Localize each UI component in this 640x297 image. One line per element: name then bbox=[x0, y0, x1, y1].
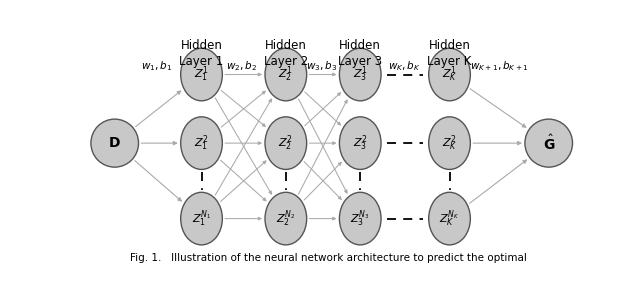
Text: $\mathbf{D}$: $\mathbf{D}$ bbox=[108, 136, 121, 150]
Text: $\hat{\mathbf{G}}$: $\hat{\mathbf{G}}$ bbox=[543, 134, 555, 153]
Ellipse shape bbox=[339, 192, 381, 245]
Text: $w_3, b_3$: $w_3, b_3$ bbox=[307, 60, 338, 73]
Text: $Z_3^2$: $Z_3^2$ bbox=[353, 133, 367, 153]
Text: $Z_1^2$: $Z_1^2$ bbox=[194, 133, 209, 153]
Ellipse shape bbox=[429, 192, 470, 245]
Text: $w_K, b_K$: $w_K, b_K$ bbox=[388, 60, 420, 73]
Ellipse shape bbox=[429, 48, 470, 101]
Ellipse shape bbox=[265, 192, 307, 245]
Text: $Z_K^{N_K}$: $Z_K^{N_K}$ bbox=[439, 208, 460, 229]
Text: Hidden
Layer 2: Hidden Layer 2 bbox=[264, 39, 308, 68]
Text: $Z_1^{N_1}$: $Z_1^{N_1}$ bbox=[192, 208, 211, 229]
Ellipse shape bbox=[525, 119, 573, 167]
Ellipse shape bbox=[91, 119, 138, 167]
Ellipse shape bbox=[339, 117, 381, 169]
Ellipse shape bbox=[339, 48, 381, 101]
Ellipse shape bbox=[265, 117, 307, 169]
Text: Hidden
Layer 3: Hidden Layer 3 bbox=[338, 39, 382, 68]
Text: $Z_K^2$: $Z_K^2$ bbox=[442, 133, 457, 153]
Ellipse shape bbox=[265, 48, 307, 101]
Text: $Z_2^1$: $Z_2^1$ bbox=[278, 65, 293, 84]
Text: $w_2, b_2$: $w_2, b_2$ bbox=[226, 60, 257, 73]
Ellipse shape bbox=[429, 117, 470, 169]
Text: Hidden
Layer K: Hidden Layer K bbox=[428, 39, 472, 68]
Text: $Z_2^{N_2}$: $Z_2^{N_2}$ bbox=[276, 208, 296, 229]
Ellipse shape bbox=[180, 192, 222, 245]
Text: $Z_3^1$: $Z_3^1$ bbox=[353, 65, 367, 84]
Text: Hidden
Layer 1: Hidden Layer 1 bbox=[179, 39, 223, 68]
Text: $Z_1^1$: $Z_1^1$ bbox=[194, 65, 209, 84]
Text: $w_{K+1}, b_{K+1}$: $w_{K+1}, b_{K+1}$ bbox=[470, 60, 529, 73]
Text: $w_1, b_1$: $w_1, b_1$ bbox=[141, 60, 173, 73]
Text: $Z_2^2$: $Z_2^2$ bbox=[278, 133, 293, 153]
Text: $Z_3^{N_3}$: $Z_3^{N_3}$ bbox=[351, 208, 370, 229]
Ellipse shape bbox=[180, 48, 222, 101]
Text: Fig. 1.   Illustration of the neural network architecture to predict the optimal: Fig. 1. Illustration of the neural netwo… bbox=[129, 253, 527, 263]
Ellipse shape bbox=[180, 117, 222, 169]
Text: $Z_K^1$: $Z_K^1$ bbox=[442, 65, 457, 84]
